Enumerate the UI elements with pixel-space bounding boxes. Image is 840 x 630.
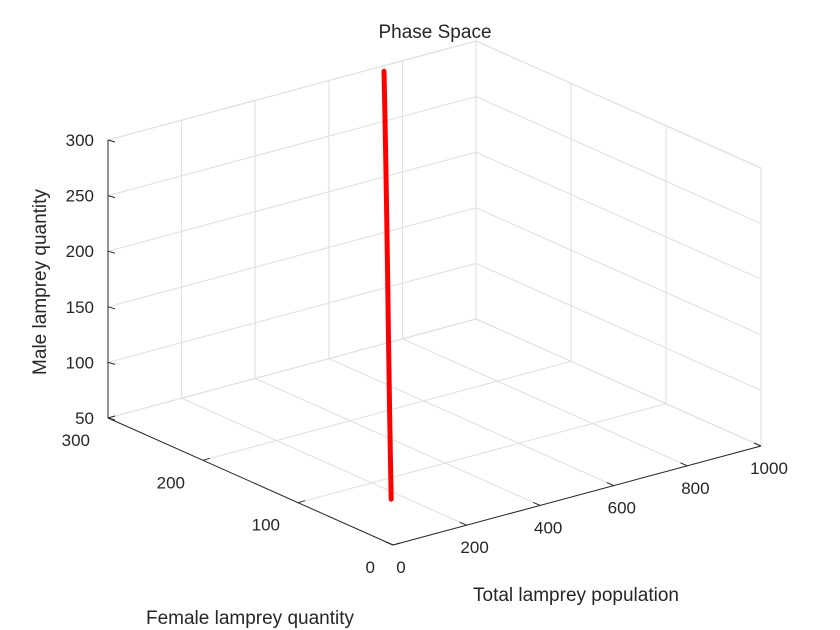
grid-line-backwall-z [107,207,477,308]
grid-line-sidewall-z [475,262,762,391]
chart-title: Phase Space [378,22,491,43]
y-tick [107,415,116,419]
z-tick [107,306,116,310]
x-tick-label: 200 [460,538,488,557]
grid-line-backwall-z [107,96,477,197]
z-tick-label: 300 [66,131,94,150]
x-tick [606,482,614,487]
z-tick [107,139,116,143]
grid-line-floor-y [202,360,572,461]
x-tick-label: 800 [681,479,709,498]
grid-edge-top-side [475,40,762,169]
z-tick-label: 200 [66,242,94,261]
y-tick-label: 0 [366,558,375,577]
grid-line-sidewall-z [475,207,762,336]
grid-lines [107,40,762,546]
tick-marks [107,139,762,546]
grid-line-backwall-z [107,318,477,419]
grid-line-sidewall-z [475,151,762,280]
z-tick-label: 150 [66,298,94,317]
y-axis-label: Female lamprey quantity [146,608,355,629]
grid-line-floor-y [297,403,667,504]
grid-line-floor-x [402,338,688,467]
z-tick [107,417,116,421]
y-tick [392,542,401,546]
x-tick [459,521,467,526]
x-axis-line [392,445,762,546]
axes [107,140,762,546]
x-tick-label: 400 [534,518,562,537]
grid-line-sidewall-z [475,96,762,225]
grid-line-floor-x [181,397,467,526]
tick-labels: 0 200 400 600 800 1000 0 100 200 300 50 100 150 200 25… [62,131,788,577]
y-tick [202,457,211,461]
grid-line-floor-x [328,358,615,487]
x-tick [753,442,762,447]
y-tick-label: 200 [157,473,185,492]
x-tick [385,541,394,546]
z-tick [107,250,116,254]
z-tick [107,195,116,199]
x-tick [680,462,688,467]
grid-line-backwall-z [107,262,477,363]
x-tick [533,501,541,506]
grid-line-sidewall-z [475,318,762,447]
grid-line-backwall-z [107,151,477,252]
y-tick [297,500,306,504]
x-axis-label: Total lamprey population [473,585,679,606]
y-axis-line [107,417,394,546]
z-tick [107,361,116,365]
y-tick-label: 300 [62,431,90,450]
y-tick-label: 100 [252,516,280,535]
x-tick-label: 600 [608,499,636,518]
z-tick-label: 250 [66,187,94,206]
series-lines [381,68,394,502]
grid-edge-top-back [107,40,477,141]
z-axis-label: Male lamprey quantity [30,189,51,375]
x-tick-label: 0 [396,558,405,577]
z-tick-label: 100 [66,353,94,372]
grid-line-floor-x [254,377,541,506]
z-tick-label: 50 [75,409,94,428]
x-tick-label: 1000 [750,459,788,478]
series-line [381,68,394,502]
